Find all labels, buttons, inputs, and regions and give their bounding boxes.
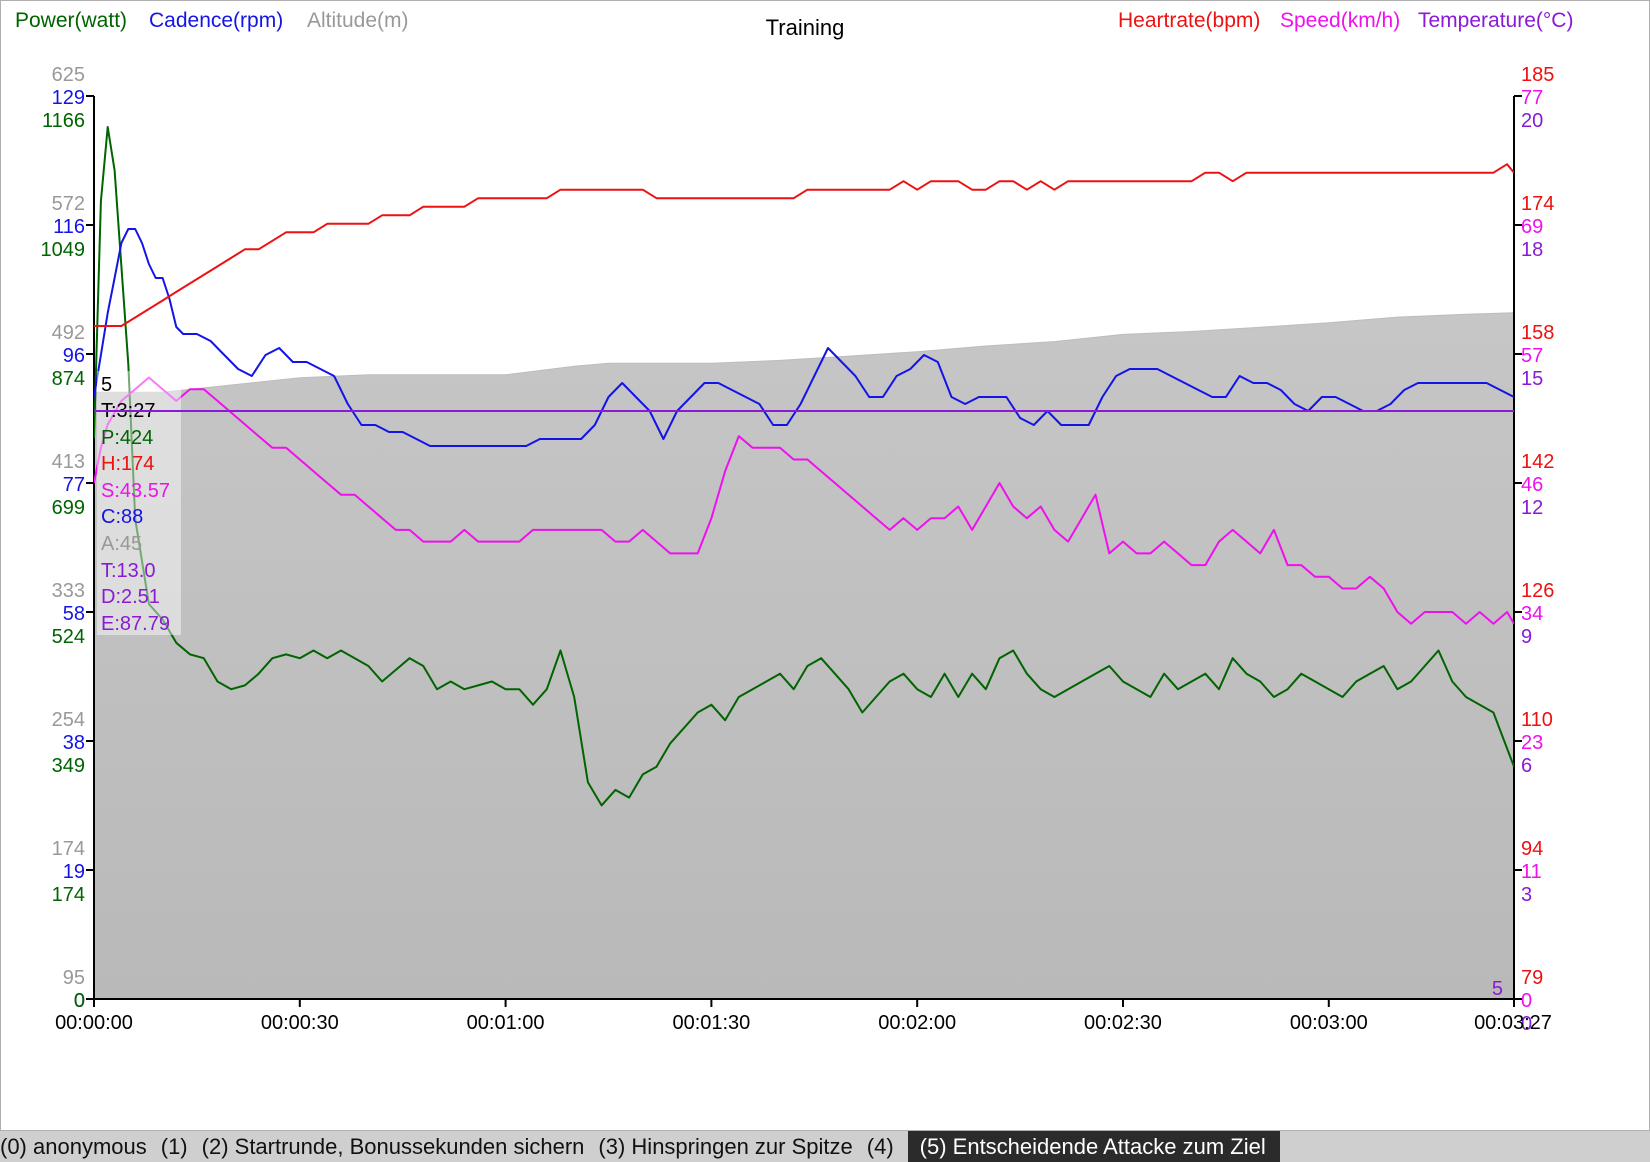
cadence-tick-label: 116 [53,216,85,238]
cadence-tick-label: 38 [63,732,85,754]
heartrate-tick-label: 174 [1521,193,1554,215]
temperature-tick-label: 0 [1521,1013,1532,1035]
x-tick-label: 00:01:30 [672,1012,750,1034]
cadence-tick-label: 58 [63,603,85,625]
heartrate-tick-label: 142 [1521,451,1554,473]
altitude-tick-label: 492 [52,322,85,344]
cursor-power: P:424 [101,427,153,449]
lap-tab[interactable]: (3) Hinspringen zur Spitze [598,1134,853,1159]
cursor-elevation: E:87.79 [101,613,170,635]
x-tick-label: 00:01:00 [467,1012,545,1034]
altitude-tick-label: 572 [52,193,85,215]
x-tick-label: 00:00:30 [261,1012,339,1034]
altitude-area [94,312,1514,1000]
legend-speed: Speed(km/h) [1280,9,1400,32]
lap-marker: 5 [1492,978,1503,1000]
cursor-heartrate: H:174 [101,453,154,475]
speed-tick-label: 57 [1521,345,1543,367]
altitude-tick-label: 413 [52,451,85,473]
legend-power: Power(watt) [15,9,127,32]
laps-bar: (0) anonymous (1) (2) Startrunde, Bonussek… [0,1131,1650,1162]
lap-tab[interactable]: (4) [866,1134,894,1159]
cadence-tick-label: 0 [74,990,85,1012]
power-tick-label: 174 [52,884,85,906]
legend-heartrate: Heartrate(bpm) [1118,9,1260,32]
lap-tab[interactable]: (5) Entscheidende Attacke zum Ziel [907,1131,1280,1162]
speed-tick-label: 46 [1521,474,1543,496]
speed-tick-label: 0 [1521,990,1532,1012]
series-lines-layer [94,126,1514,807]
legend-temperature: Temperature(°C) [1418,9,1573,32]
power-tick-label: 524 [52,626,85,648]
heartrate-tick-label: 158 [1521,322,1554,344]
speed-tick-label: 11 [1521,861,1542,883]
lap-tab[interactable]: (1) [160,1134,188,1159]
speed-tick-label: 34 [1521,603,1543,625]
cadence-tick-label: 96 [63,345,85,367]
power-line [94,126,1514,807]
power-tick-label: 349 [52,755,85,777]
cursor-lap: 5 [101,374,112,396]
temperature-tick-label: 18 [1521,239,1543,261]
altitude-tick-label: 95 [63,967,85,989]
heartrate-tick-label: 79 [1521,967,1543,989]
cursor-distance: D:2.51 [101,586,160,608]
power-tick-label: 0 [74,990,85,1012]
cadence-tick-label: 77 [63,474,85,496]
altitude-tick-label: 625 [52,64,85,86]
x-tick-label: 00:02:00 [878,1012,956,1034]
axes-layer: 6251291166185772057211610491746918492968… [41,64,1555,1035]
altitude-tick-label: 0 [74,990,85,1012]
power-tick-label: 874 [52,368,85,390]
heartrate-tick-label: 126 [1521,580,1554,602]
x-tick-label: 00:03:00 [1290,1012,1368,1034]
cadence-line [94,228,1514,447]
cadence-tick-label: 129 [52,87,85,109]
training-chart: Power(watt) Cadence(rpm) Altitude(m) Tra… [15,9,1573,1035]
power-tick-label: 1049 [41,239,86,261]
heartrate-tick-label: 94 [1521,838,1543,860]
cursor-speed: S:43.57 [101,480,170,502]
temperature-tick-label: 3 [1521,884,1532,906]
speed-tick-label: 69 [1521,216,1543,238]
temperature-tick-label: 6 [1521,755,1532,777]
temperature-tick-label: 9 [1521,626,1532,648]
chart-frame: Power(watt) Cadence(rpm) Altitude(m) Tra… [0,0,1650,1131]
heartrate-tick-label: 110 [1521,709,1553,731]
heartrate-tick-label: 185 [1521,64,1554,86]
chart-title: Training [766,15,845,40]
legend-altitude: Altitude(m) [307,9,409,32]
temperature-tick-label: 20 [1521,110,1543,132]
altitude-tick-label: 333 [52,580,85,602]
lap-tab[interactable]: (2) Startrunde, Bonussekunden sichern [201,1134,585,1159]
cursor-temperature: T:13.0 [101,560,155,582]
altitude-tick-label: 174 [52,838,85,860]
cursor-cadence: C:88 [101,506,143,528]
temperature-tick-label: 15 [1521,368,1543,390]
temperature-tick-label: 12 [1521,497,1543,519]
altitude-tick-label: 254 [52,709,85,731]
x-tick-label: 00:02:30 [1084,1012,1162,1034]
cadence-tick-label: 19 [63,861,85,883]
power-tick-label: 699 [52,497,85,519]
x-tick-label: 00:03:27 [1474,1012,1552,1034]
cursor-info-box: 5 T:3:27 P:424 H:174 S:43.57 C:88 A:45 T… [97,371,181,635]
lap-tab[interactable]: (0) anonymous [0,1134,147,1159]
speed-line [94,376,1514,625]
power-tick-label: 1166 [42,110,85,132]
speed-tick-label: 23 [1521,732,1543,754]
altitude-area-layer [94,312,1514,1000]
cursor-altitude: A:45 [101,533,142,555]
speed-tick-label: 77 [1521,87,1543,109]
x-tick-label: 00:00:00 [55,1012,133,1034]
heartrate-line [94,163,1514,327]
legend-cadence: Cadence(rpm) [149,9,283,32]
